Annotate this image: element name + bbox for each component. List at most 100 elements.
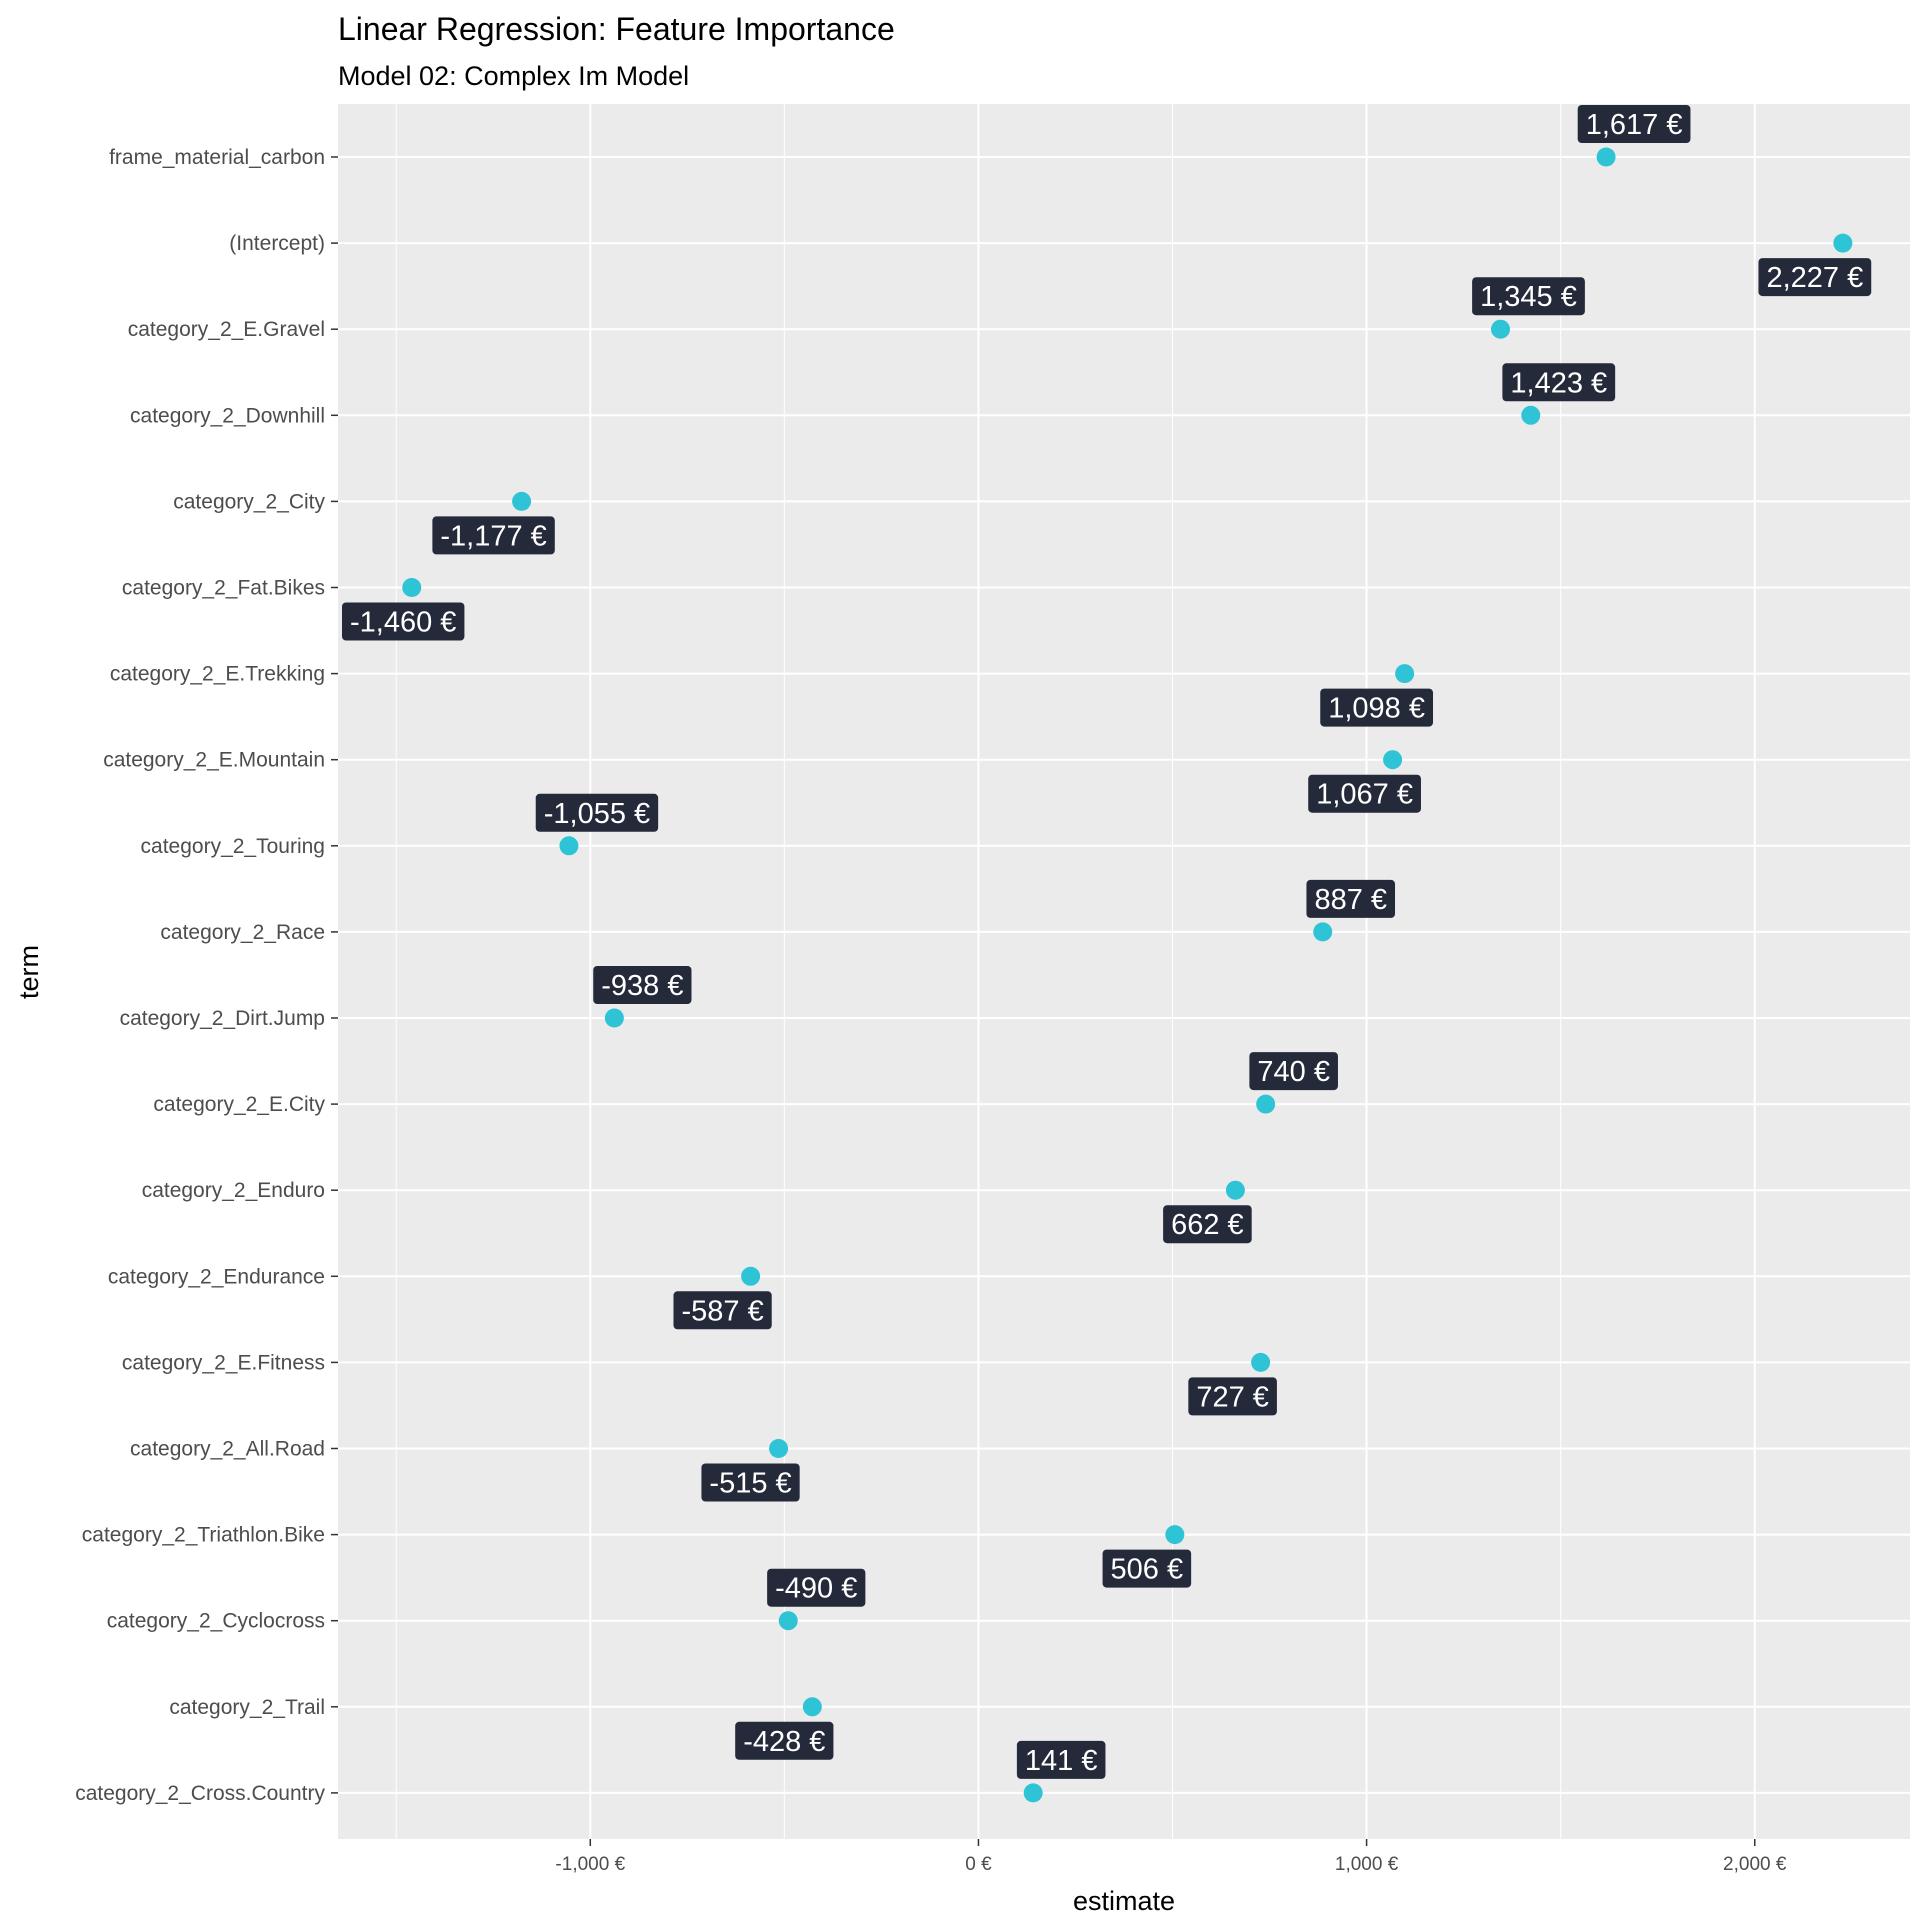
data-label-text: -587 € [681, 1295, 763, 1327]
data-label-text: 1,617 € [1586, 109, 1683, 141]
data-label: -428 € [735, 1721, 834, 1760]
y-tick-label: category_2_E.Gravel [128, 318, 325, 341]
y-tick-label: category_2_Downhill [130, 404, 325, 427]
data-labels: 1,617 € 2,227 € 1,345 € 1,423 € -1,177 € -1,4… [342, 105, 1872, 1779]
data-label-box [735, 1721, 834, 1760]
data-point [802, 1697, 822, 1717]
data-label: 2,227 € [1758, 258, 1872, 297]
data-point [769, 1439, 789, 1458]
y-tick-label: category_2_E.Trekking [110, 663, 325, 686]
y-tick-label: category_2_E.Mountain [103, 749, 325, 772]
data-point [1256, 1094, 1276, 1114]
data-label-text: 1,423 € [1510, 367, 1607, 399]
y-tick-label: category_2_Endurance [108, 1265, 325, 1288]
data-label-text: -1,460 € [350, 607, 456, 639]
data-label: 740 € [1249, 1052, 1338, 1091]
y-tick-label: category_2_Fat.Bikes [122, 577, 325, 600]
data-point [1165, 1525, 1185, 1545]
data-label-box [673, 1291, 772, 1330]
data-point [1383, 750, 1403, 770]
data-point [1596, 147, 1616, 167]
y-tick-label: category_2_Cyclocross [107, 1610, 325, 1633]
data-point [512, 491, 532, 511]
data-label: 506 € [1102, 1549, 1192, 1588]
y-tick-label: (Intercept) [229, 232, 325, 255]
data-label-box [1102, 1549, 1192, 1588]
x-tick-label: 2,000 € [1723, 1854, 1787, 1875]
data-label-text: -515 € [709, 1468, 791, 1500]
data-label: 141 € [1016, 1740, 1106, 1779]
data-label-box [1188, 1377, 1277, 1416]
data-label-box [701, 1463, 800, 1502]
data-point [1313, 922, 1333, 942]
data-label-text: 141 € [1025, 1745, 1098, 1777]
x-tick-label: 0 € [965, 1854, 992, 1875]
grid-major [338, 104, 1910, 1839]
data-label-text: -490 € [775, 1573, 857, 1605]
y-tick-label: category_2_Enduro [142, 1179, 325, 1202]
y-axis: frame_material_carbon (Intercept) category… [75, 146, 338, 1805]
data-label: 1,617 € [1577, 105, 1691, 143]
y-tick-label: category_2_Touring [141, 835, 325, 858]
data-label-text: -938 € [601, 970, 683, 1002]
data-label: -490 € [767, 1568, 866, 1607]
data-point [402, 578, 422, 597]
data-label: 727 € [1188, 1377, 1277, 1416]
x-axis: -1,000 € 0 € 1,000 € 2,000 € [555, 1839, 1787, 1875]
data-label-text: -428 € [743, 1726, 825, 1758]
y-tick-label: category_2_City [173, 490, 325, 513]
data-point [1521, 405, 1541, 425]
data-label-text: 2,227 € [1766, 262, 1863, 294]
x-tick-label: -1,000 € [555, 1854, 625, 1875]
data-point [1251, 1352, 1271, 1372]
data-points [402, 147, 1853, 1803]
data-label-text: 1,067 € [1316, 779, 1413, 811]
data-label-box [342, 602, 465, 641]
data-label: 887 € [1306, 879, 1396, 918]
data-point [778, 1611, 798, 1631]
y-tick-label: category_2_Dirt.Jump [120, 1007, 325, 1030]
data-label-box [432, 516, 555, 555]
data-point [741, 1266, 761, 1286]
data-label-box [767, 1568, 866, 1607]
data-label-text: 506 € [1111, 1554, 1184, 1586]
data-label-box [1163, 1205, 1252, 1244]
data-point [1491, 319, 1511, 339]
x-tick-label: 1,000 € [1335, 1854, 1399, 1875]
x-axis-title: estimate [1073, 1886, 1175, 1916]
data-label-text: -1,055 € [544, 798, 650, 830]
data-label: 1,423 € [1502, 363, 1616, 402]
data-label-box [1758, 258, 1872, 297]
data-label: -1,460 € [342, 602, 465, 641]
data-point [1833, 233, 1853, 253]
data-label-text: 1,345 € [1480, 281, 1577, 313]
data-label: 1,345 € [1472, 277, 1585, 316]
chart-subtitle: Model 02: Complex Im Model [338, 61, 689, 91]
y-tick-label: frame_material_carbon [109, 146, 325, 169]
data-label-box [1502, 363, 1616, 402]
y-tick-label: category_2_Race [160, 921, 325, 944]
y-axis-title: term [14, 945, 44, 999]
data-label-text: 727 € [1196, 1381, 1269, 1413]
data-point [559, 836, 579, 856]
data-label: -515 € [701, 1463, 800, 1502]
data-label: -1,055 € [535, 793, 659, 832]
data-label: -1,177 € [432, 516, 555, 555]
data-label-box [1016, 1740, 1106, 1779]
y-tick-label: category_2_All.Road [130, 1438, 325, 1461]
y-tick-label: category_2_Triathlon.Bike [82, 1524, 325, 1547]
data-label: -938 € [593, 966, 692, 1004]
data-label-box [1577, 105, 1691, 143]
data-label: 662 € [1163, 1205, 1252, 1244]
data-point [604, 1008, 624, 1028]
data-label-text: 662 € [1171, 1209, 1244, 1241]
data-label: -587 € [673, 1291, 772, 1330]
data-label: 1,067 € [1308, 774, 1421, 813]
y-tick-label: category_2_Trail [169, 1696, 325, 1719]
y-tick-label: category_2_E.City [153, 1093, 325, 1116]
data-point [1023, 1783, 1043, 1803]
data-label-text: 887 € [1314, 884, 1387, 916]
y-tick-label: category_2_Cross.Country [75, 1782, 325, 1805]
